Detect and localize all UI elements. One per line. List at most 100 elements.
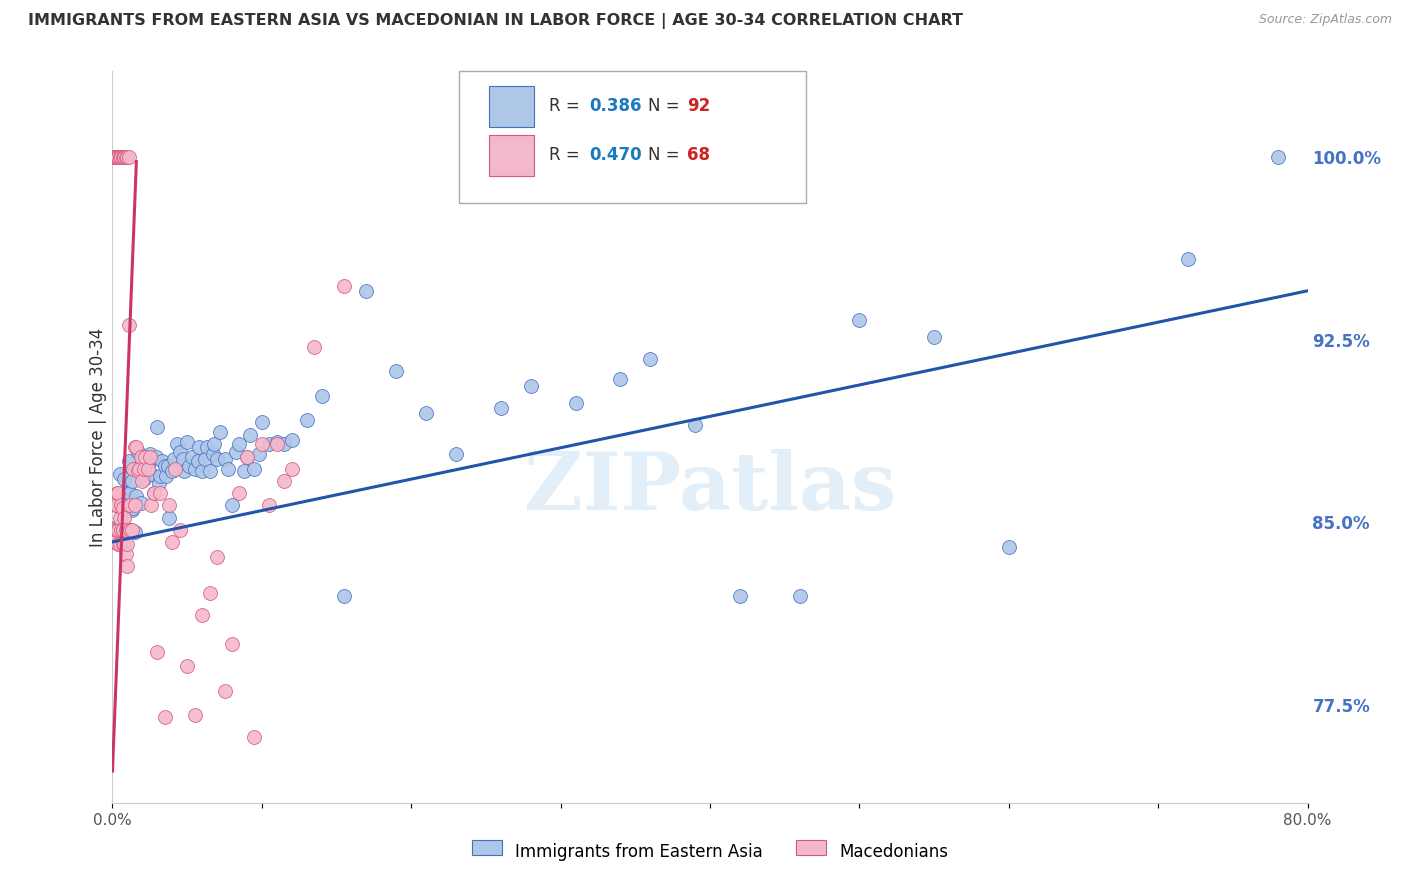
Point [118,499,141,513]
Point [236,450,259,464]
Point [104,489,127,503]
Point [564,396,586,410]
Point [138,462,160,476]
Point [107,150,129,164]
Point [114,520,135,534]
Point [139,447,162,461]
Point [789,589,811,603]
Point [173,464,195,478]
Point [127,464,149,478]
Point [117,559,139,574]
Point [149,486,172,500]
Point [125,489,148,503]
Point [111,523,134,537]
Point [250,416,273,430]
Point [103,150,125,164]
Point [243,730,266,744]
Point [183,708,205,723]
Point [205,549,228,564]
Point [111,486,134,500]
Point [115,150,138,164]
Point [121,503,143,517]
Point [103,523,125,537]
Point [117,486,139,500]
Point [266,437,288,451]
Point [259,499,281,513]
Point [333,589,356,603]
Point [162,464,183,478]
Point [115,503,138,517]
Point [145,450,167,464]
Text: R =: R = [548,97,585,115]
Point [146,645,169,659]
Point [194,452,217,467]
Point [266,434,288,449]
Point [125,440,148,454]
Point [110,500,132,515]
Point [108,467,131,481]
Point [108,150,131,164]
Point [107,496,129,510]
Point [115,523,138,537]
Point [214,452,236,467]
Point [176,659,198,673]
Point [107,523,129,537]
Point [134,450,156,464]
Point [166,437,188,451]
Point [103,535,125,549]
Point [122,462,145,476]
Text: 68: 68 [688,146,710,164]
Point [520,379,543,393]
Point [302,340,325,354]
Point [114,471,135,485]
Point [243,462,266,476]
Point [103,491,125,505]
Point [134,457,156,471]
Point [172,452,194,467]
Point [162,535,183,549]
Point [683,417,706,432]
Point [163,452,186,467]
Point [295,413,318,427]
Point [148,476,170,491]
Point [146,420,169,434]
Point [103,150,125,164]
Point [198,586,221,600]
Point [221,499,243,513]
Point [233,464,256,478]
Point [221,637,243,651]
Text: 0.470: 0.470 [589,146,643,164]
Point [105,499,128,513]
Point [118,318,141,332]
Point [114,510,135,524]
Point [121,474,143,488]
Point [202,437,225,451]
Point [131,474,153,488]
Point [150,454,173,468]
Point [117,150,139,164]
Point [120,499,142,513]
FancyBboxPatch shape [489,136,534,176]
Point [115,547,138,561]
Point [250,437,273,451]
Text: N =: N = [648,146,685,164]
Point [281,462,304,476]
Point [191,464,214,478]
FancyBboxPatch shape [489,87,534,127]
Point [138,459,160,474]
Y-axis label: In Labor Force | Age 30-34: In Labor Force | Age 30-34 [89,327,107,547]
Point [128,462,150,476]
Point [143,486,166,500]
Point [108,537,131,551]
Point [195,440,218,454]
Point [609,371,631,385]
Point [177,459,200,474]
Point [273,437,295,451]
Point [114,537,135,551]
Point [217,462,239,476]
Point [108,150,131,164]
Point [129,450,152,464]
Point [124,462,146,476]
Text: IMMIGRANTS FROM EASTERN ASIA VS MACEDONIAN IN LABOR FORCE | AGE 30-34 CORRELATIO: IMMIGRANTS FROM EASTERN ASIA VS MACEDONI… [28,13,963,29]
Point [105,150,128,164]
